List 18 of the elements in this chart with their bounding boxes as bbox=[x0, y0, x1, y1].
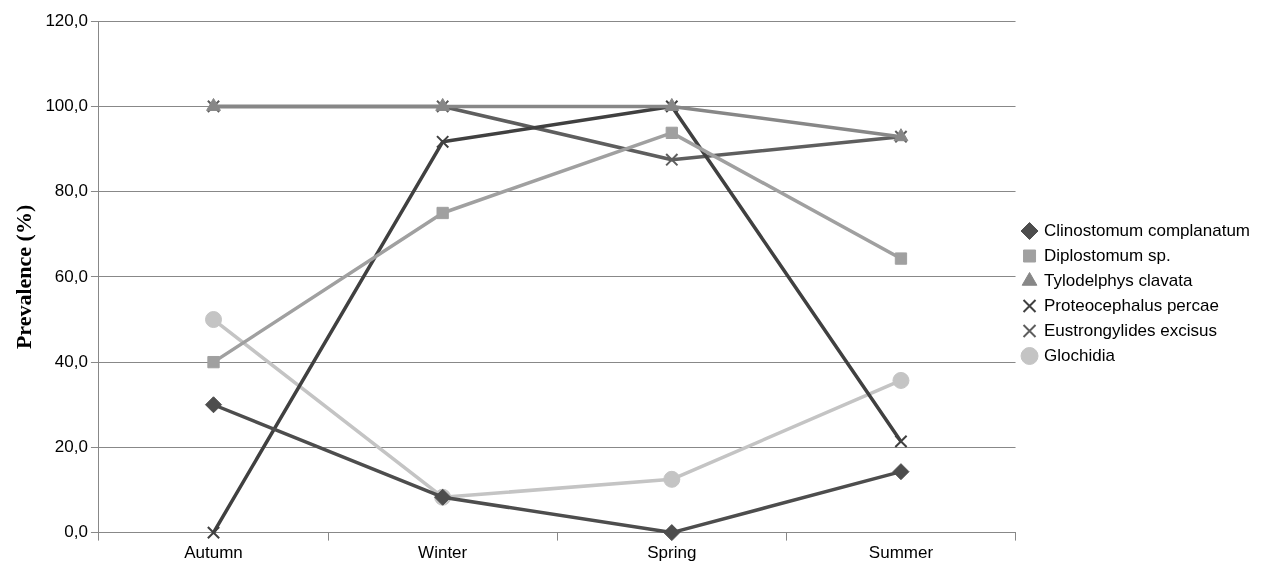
y-axis-title: Prevalence (%) bbox=[10, 204, 36, 350]
x-tick-label: Autumn bbox=[184, 543, 243, 563]
y-tick-label: 60,0 bbox=[54, 266, 88, 286]
legend-label: Eustrongylides excisus bbox=[1044, 320, 1217, 340]
y-tick-label: 0,0 bbox=[64, 522, 88, 542]
y-tick-label: 40,0 bbox=[54, 351, 88, 371]
legend-label: Clinostomum complanatum bbox=[1044, 220, 1250, 240]
y-tick-label: 120,0 bbox=[45, 10, 88, 30]
y-tick-label: 100,0 bbox=[45, 96, 88, 116]
y-tick-label: 80,0 bbox=[54, 181, 88, 201]
x-tick-label: Spring bbox=[647, 543, 697, 563]
x-tick-label: Summer bbox=[868, 543, 934, 563]
legend-label: Diplostomum sp. bbox=[1044, 245, 1171, 265]
y-tick-label: 20,0 bbox=[54, 437, 88, 457]
legend-label: Proteocephalus percae bbox=[1044, 295, 1219, 315]
x-tick-label: Winter bbox=[418, 543, 468, 563]
legend-label: Tylodelphys clavata bbox=[1044, 270, 1193, 290]
legend-label: Glochidia bbox=[1044, 345, 1116, 365]
